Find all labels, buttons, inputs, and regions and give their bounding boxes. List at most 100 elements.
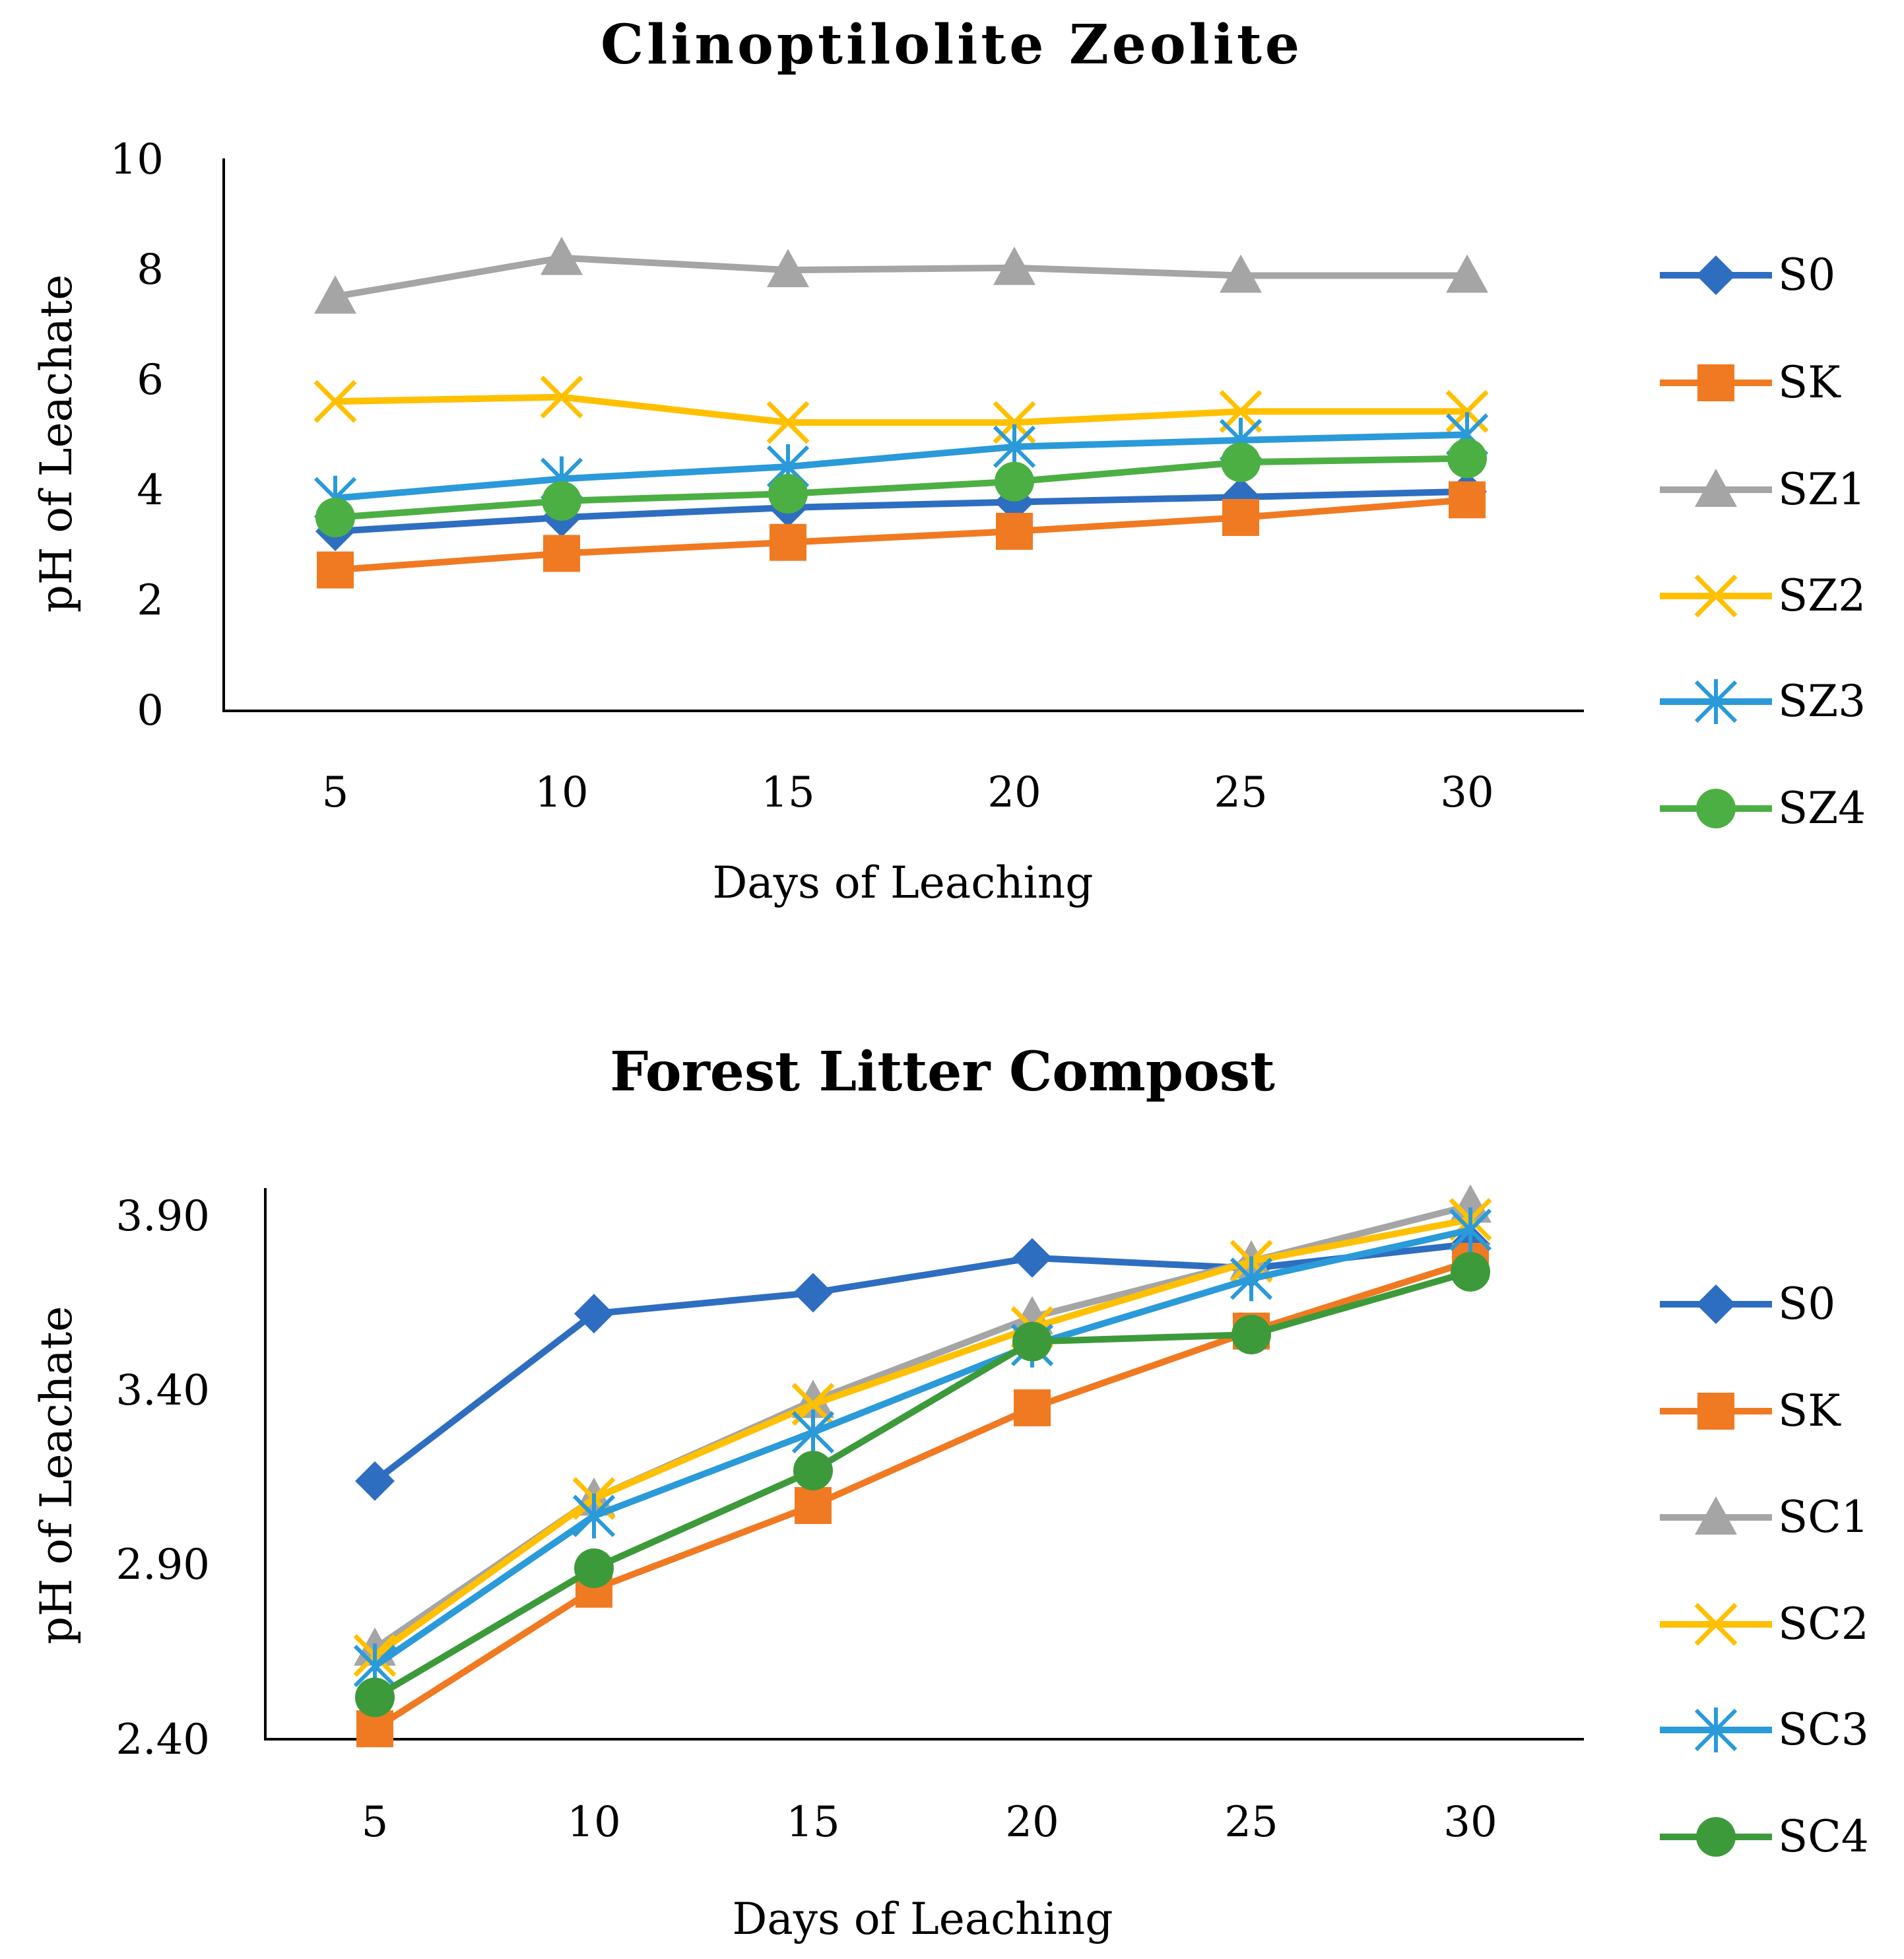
y-tick-label: 2 — [137, 576, 164, 625]
legend-label-sk: SK — [1778, 357, 1841, 408]
legend: S0 SK SZ1 SZ2 SZ3 SZ4 — [1660, 249, 1866, 834]
data-point-sc4 — [355, 1677, 395, 1717]
data-point-sk — [770, 523, 806, 561]
legend-item-sk: SK — [1660, 1385, 1841, 1436]
legend-marker — [1694, 1603, 1738, 1646]
data-point-sz4 — [768, 474, 808, 514]
legend-label-sk: SK — [1778, 1385, 1841, 1436]
legend-line-sc3 — [1660, 1708, 1772, 1752]
legend-item-sz1: SZ1 — [1660, 464, 1866, 515]
legend-label-sz1: SZ1 — [1778, 464, 1866, 515]
data-point-sk — [317, 551, 354, 589]
x-axis-title: Days of Leaching — [732, 1894, 1113, 1944]
legend-label-sz4: SZ4 — [1778, 783, 1866, 834]
legend-marker — [1696, 789, 1736, 828]
x-tick-label: 10 — [535, 768, 588, 817]
y-tick-labels: 2.40 2.90 3.40 3.90 — [116, 1192, 211, 1764]
legend-line-sz4 — [1660, 789, 1772, 828]
legend-item-sc1: SC1 — [1660, 1492, 1869, 1543]
legend-marker — [1696, 1284, 1736, 1324]
legend-item-sz4: SZ4 — [1660, 783, 1866, 834]
data-point-sc3 — [791, 1409, 835, 1455]
legend-line-sc1 — [1660, 1496, 1772, 1535]
legend-label-sc3: SC3 — [1778, 1704, 1869, 1755]
data-point-sz4 — [542, 481, 581, 521]
x-tick-labels: 5 10 15 20 25 30 — [362, 1798, 1497, 1847]
legend-item-sz2: SZ2 — [1660, 570, 1866, 621]
y-tick-label: 2.40 — [116, 1715, 211, 1764]
data-point-sz4 — [1447, 438, 1487, 479]
x-tick-label: 20 — [1005, 1798, 1059, 1847]
x-tick-labels: 5 10 15 20 25 30 — [322, 768, 1494, 817]
x-axis: 5 10 15 20 25 30 — [222, 710, 1584, 817]
y-tick-label: 3.40 — [116, 1366, 211, 1415]
chart-forest-litter-compost: Forest Litter Compost pH of Leachate Day… — [31, 1040, 1869, 1944]
series-sc2 — [353, 1198, 1492, 1677]
x-tick-label: 15 — [786, 1798, 839, 1847]
data-point-sc4 — [1231, 1314, 1271, 1354]
legend-line-s0 — [1660, 255, 1772, 295]
legend-line-sk — [1660, 1393, 1772, 1430]
legend-item-s0: S0 — [1660, 249, 1835, 300]
legend-label-s0: S0 — [1778, 249, 1835, 300]
series-line-sc2 — [373, 1216, 1471, 1659]
legend-marker — [1695, 1496, 1737, 1535]
legend-label-sc1: SC1 — [1778, 1492, 1869, 1543]
series-sz4 — [315, 438, 1487, 538]
x-axis: 5 10 15 20 25 30 — [264, 1738, 1584, 1847]
data-point-sk — [1449, 481, 1486, 519]
x-tick-label: 15 — [761, 768, 814, 817]
legend-item-sz3: SZ3 — [1660, 676, 1866, 727]
chart-title: Forest Litter Compost — [610, 1040, 1275, 1104]
x-tick-label: 5 — [322, 768, 349, 817]
y-tick-label: 10 — [110, 135, 164, 184]
legend-line-s0 — [1660, 1284, 1772, 1324]
series-line-s0 — [372, 1240, 1471, 1484]
x-tick-label: 25 — [1214, 768, 1267, 817]
data-point-sz2 — [1445, 389, 1489, 433]
data-point-sz2 — [540, 376, 583, 419]
data-point-sc1 — [1449, 1184, 1492, 1223]
x-axis-title: Days of Leaching — [712, 857, 1093, 908]
legend-item-sc3: SC3 — [1660, 1704, 1869, 1755]
y-axis-label: pH of Leachate — [31, 275, 82, 613]
data-point-sk — [1222, 499, 1259, 537]
data-point-sk — [795, 1486, 832, 1524]
legend-marker — [1694, 1708, 1738, 1752]
data-point-sz4 — [995, 461, 1034, 502]
x-tick-label: 30 — [1440, 768, 1494, 817]
data-point-sz3 — [993, 424, 1036, 469]
data-point-sc4 — [1451, 1251, 1490, 1292]
data-point-sc3 — [1230, 1256, 1273, 1302]
data-point-sc4 — [1012, 1321, 1052, 1362]
legend-line-sc2 — [1660, 1603, 1772, 1646]
data-point-sz2 — [766, 401, 810, 444]
plot-series — [353, 1184, 1492, 1748]
legend-label-s0: S0 — [1778, 1278, 1835, 1329]
y-tick-label: 2.90 — [116, 1541, 211, 1589]
data-point-sz1 — [541, 236, 583, 275]
series-line-sc3 — [373, 1226, 1472, 1669]
series-line-sz2 — [335, 393, 1467, 426]
legend-marker — [1697, 364, 1734, 401]
data-point-sc4 — [574, 1548, 614, 1589]
chart-title: Clinoptilolite Zeolite — [601, 13, 1303, 77]
data-point-s0 — [1012, 1238, 1052, 1278]
series-sc1 — [354, 1184, 1492, 1666]
legend-line-sc4 — [1660, 1817, 1772, 1857]
series-line-sk — [373, 1258, 1472, 1732]
legend-line-sz3 — [1660, 679, 1772, 724]
legend-label-sc2: SC2 — [1778, 1599, 1869, 1649]
legend-item-sk: SK — [1660, 357, 1841, 408]
legend-marker — [1696, 1817, 1736, 1857]
legend-marker — [1696, 255, 1736, 295]
data-point-sk — [996, 512, 1033, 550]
legend-item-sc4: SC4 — [1660, 1811, 1869, 1862]
series-sk — [317, 481, 1486, 589]
data-point-sz2 — [313, 380, 357, 423]
x-tick-label: 25 — [1224, 1798, 1278, 1847]
legend-marker — [1694, 574, 1738, 618]
legend-marker — [1697, 1393, 1734, 1430]
legend-line-sz1 — [1660, 469, 1772, 507]
series-sc3 — [353, 1207, 1492, 1689]
